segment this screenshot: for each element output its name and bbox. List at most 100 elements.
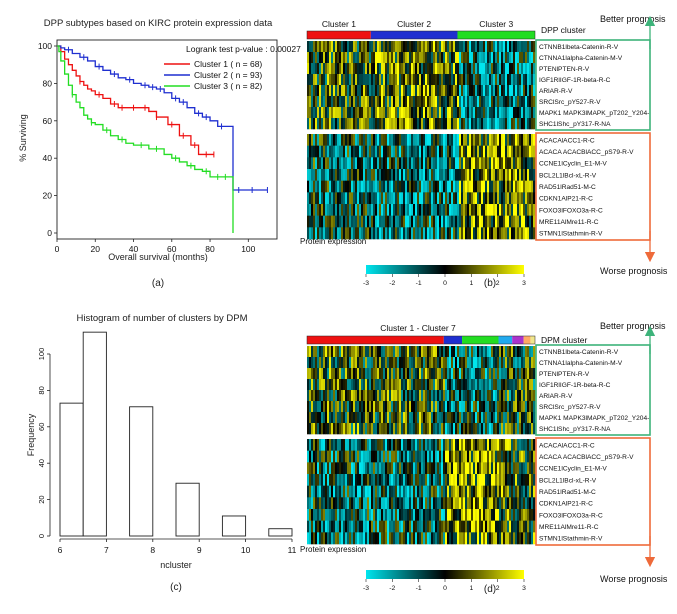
heatmap-cell: [533, 423, 536, 435]
heatmap-cell: [399, 169, 402, 181]
heatmap-cell: [335, 462, 338, 475]
heatmap-cell: [363, 439, 366, 451]
y-tick-label: 0: [37, 534, 46, 538]
heatmap-cell: [361, 180, 364, 193]
heatmap-cell: [465, 96, 468, 108]
heatmap-cell: [345, 423, 348, 435]
heatmap-cell: [381, 96, 384, 108]
heatmap-cell: [339, 85, 342, 97]
heatmap-cell: [467, 157, 470, 170]
heatmap-cell: [509, 474, 512, 486]
heatmap-cell: [407, 509, 410, 521]
heatmap-cell: [469, 520, 472, 533]
heatmap-cell: [385, 145, 388, 158]
heatmap-cell: [403, 450, 406, 463]
heatmap-cell: [481, 63, 484, 75]
heatmap-cell: [415, 74, 418, 86]
heatmap-cell: [509, 41, 512, 53]
heatmap-cell: [457, 145, 460, 158]
heatmap-cell: [371, 227, 374, 240]
heatmap-cell: [353, 192, 356, 205]
heatmap-cell: [511, 462, 514, 475]
heatmap-cell: [427, 368, 430, 380]
heatmap-cell: [497, 204, 500, 216]
heatmap-cell: [445, 215, 448, 228]
heatmap-cell: [519, 485, 522, 498]
heatmap-cell: [339, 107, 342, 119]
heatmap-cell: [443, 474, 446, 486]
heatmap-cell: [503, 118, 506, 130]
heatmap-cell: [419, 85, 422, 97]
heatmap-cell: [343, 107, 346, 119]
heatmap-cell: [307, 85, 310, 97]
heatmap-cell: [517, 192, 520, 205]
heatmap-cell: [319, 192, 322, 205]
heatmap-cell: [489, 96, 492, 108]
heatmap-cell: [415, 423, 418, 435]
heatmap-cell: [403, 52, 406, 64]
y-tick-label: 60: [43, 116, 53, 126]
heatmap-cell: [381, 204, 384, 216]
heatmap-cell: [497, 368, 500, 380]
heatmap-cell: [359, 379, 362, 391]
heatmap-cell: [505, 52, 508, 64]
heatmap-cell: [363, 192, 366, 205]
heatmap-cell: [497, 412, 500, 424]
heatmap-cell: [393, 346, 396, 358]
heatmap-cell: [503, 485, 506, 498]
heatmap-cell: [327, 401, 330, 413]
heatmap-cell: [391, 423, 394, 435]
heatmap-cell: [517, 379, 520, 391]
heatmap-cell: [311, 192, 314, 205]
heatmap-cell: [437, 497, 440, 510]
heatmap-cell: [355, 509, 358, 521]
x-axis-label: ncluster: [160, 560, 192, 570]
heatmap-cell: [499, 401, 502, 413]
y-tick-label: 80: [43, 78, 53, 88]
heatmap-cell: [353, 346, 356, 358]
heatmap-cell: [487, 357, 490, 369]
heatmap-cell: [385, 180, 388, 193]
heatmap-cell: [381, 41, 384, 53]
heatmap-cell: [465, 450, 468, 463]
heatmap-cell: [455, 41, 458, 53]
heatmap-cell: [463, 157, 466, 170]
heatmap-cell: [533, 227, 536, 240]
heatmap-cell: [507, 401, 510, 413]
heatmap-cell: [365, 85, 368, 97]
heatmap-cell: [335, 509, 338, 521]
heatmap-cell: [459, 357, 462, 369]
heatmap-cell: [399, 118, 402, 130]
heatmap-cell: [491, 215, 494, 228]
y-tick-label: 60: [37, 423, 46, 431]
heatmap-cell: [349, 52, 352, 64]
heatmap-cell: [315, 401, 318, 413]
heatmap-cell: [325, 52, 328, 64]
heatmap-cell: [475, 450, 478, 463]
heatmap-cell: [485, 401, 488, 413]
heatmap-cell: [519, 145, 522, 158]
heatmap-cell: [415, 412, 418, 424]
heatmap-cell: [503, 509, 506, 521]
heatmap-cell: [463, 227, 466, 240]
heatmap-cell: [527, 401, 530, 413]
heatmap-cell: [341, 192, 344, 205]
heatmap-cell: [477, 497, 480, 510]
heatmap-cell: [517, 532, 520, 545]
heatmap-cell: [523, 532, 526, 545]
heatmap-cell: [487, 96, 490, 108]
heatmap-cell: [447, 450, 450, 463]
heatmap-cell: [523, 497, 526, 510]
heatmap-cell: [425, 180, 428, 193]
heatmap-cell: [393, 96, 396, 108]
heatmap-cell: [533, 439, 536, 451]
heatmap-cell: [509, 96, 512, 108]
heatmap-cell: [433, 227, 436, 240]
heatmap-cell: [397, 227, 400, 240]
heatmap-cell: [323, 390, 326, 402]
heatmap-cell: [359, 157, 362, 170]
heatmap-cell: [345, 74, 348, 86]
heatmap-cell: [505, 169, 508, 181]
heatmap-cell: [319, 215, 322, 228]
heatmap-cell: [513, 169, 516, 181]
